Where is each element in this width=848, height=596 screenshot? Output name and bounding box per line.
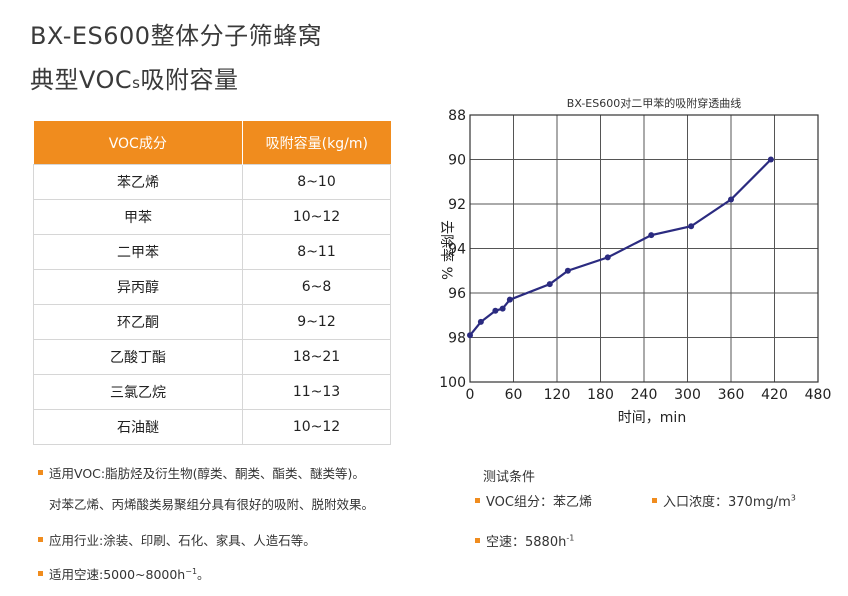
column-header-voc: VOC成分	[33, 121, 244, 165]
data-point	[604, 254, 611, 261]
test-conditions-title: 测试条件	[483, 470, 536, 485]
condition-speed-text: 空速：5880h	[486, 535, 567, 550]
data-point	[546, 281, 553, 288]
x-axis-label: 时间，min	[618, 410, 686, 426]
table-row: 二甲苯 8~11	[32, 234, 391, 270]
note-text: 适用空速:5000~8000h	[49, 567, 186, 582]
x-tick-label: 480	[805, 387, 832, 403]
data-point	[767, 156, 774, 163]
condition-voc: VOC组分：苯乙烯	[475, 491, 592, 510]
condition-inlet-sup: 3	[790, 493, 796, 503]
capacity-cell: 10~12	[242, 199, 391, 235]
chart-title: BX-ES600对二甲苯的吸附穿透曲线	[567, 96, 741, 110]
voc-name-cell: 甲苯	[32, 199, 244, 235]
table-row: 乙酸丁酯 18~21	[32, 339, 391, 375]
note-applicable-voc: 适用VOC:脂肪烃及衍生物(醇类、酮类、酯类、醚类等)。	[38, 463, 365, 482]
series-line	[469, 158, 772, 336]
page-subtitle: 典型VOCs吸附容量	[30, 60, 238, 95]
note-space-velocity: 适用空速:5000~8000h−1。	[38, 564, 210, 583]
x-tick-label: 360	[718, 387, 745, 403]
bullet-icon	[38, 470, 43, 475]
voc-name-cell: 二甲苯	[32, 234, 244, 270]
x-tick-label: 420	[761, 387, 788, 403]
note-text: 适用VOC:脂肪烃及衍生物(醇类、酮类、酯类、醚类等)。	[49, 466, 365, 481]
condition-speed: 空速：5880h-1	[475, 531, 574, 550]
data-point	[499, 305, 506, 312]
y-tick-label: 94	[448, 242, 466, 258]
capacity-cell: 9~12	[242, 304, 391, 340]
y-tick-label: 92	[448, 197, 466, 213]
table-row: 异丙醇 6~8	[32, 269, 391, 305]
data-point	[728, 196, 734, 203]
breakthrough-chart: BX-ES600对二甲苯的吸附穿透曲线 0 60 120 180 240 300 360 42…	[438, 96, 831, 426]
y-tick-label: 98	[448, 331, 466, 347]
x-tick-label: 180	[587, 387, 614, 403]
condition-inlet-text: 入口浓度：370mg/m	[663, 495, 791, 510]
bullet-icon	[38, 571, 43, 576]
x-tick-label: 120	[544, 387, 571, 403]
capacity-cell: 8~10	[242, 164, 391, 200]
condition-speed-sup: -1	[566, 533, 575, 543]
y-tick-label: 96	[448, 286, 466, 302]
bullet-icon	[652, 498, 657, 503]
y-tick-label: 100	[439, 375, 466, 391]
note-text-end: 。	[197, 567, 210, 582]
capacity-cell: 6~8	[242, 269, 391, 305]
capacity-cell: 8~11	[242, 234, 391, 270]
capacity-cell: 10~12	[242, 409, 391, 445]
voc-name-cell: 异丙醇	[32, 269, 244, 305]
subtitle-part-a: 典型VOC	[30, 66, 133, 94]
bullet-icon	[475, 498, 480, 503]
page-title: BX-ES600整体分子筛蜂窝	[30, 22, 323, 50]
note-polymer-effect: 对苯乙烯、丙烯酸类易聚组分具有很好的吸附、脱附效果。	[49, 497, 375, 512]
y-axis-label: 去除率 %	[438, 220, 455, 280]
chart-ticks: 0 60 120 180 240 300 360 420 480 88 90 92 94 96 98 100	[439, 108, 831, 403]
x-tick-label: 300	[674, 387, 701, 403]
voc-name-cell: 石油醚	[32, 409, 244, 445]
data-point	[477, 318, 484, 325]
condition-inlet: 入口浓度：370mg/m3	[652, 491, 796, 510]
table-row: 石油醚 10~12	[32, 409, 391, 445]
voc-capacity-table: VOC成分 吸附容量(kg/m) 苯乙烯 8~10 甲苯 10~12 二甲苯 8~11 异丙…	[32, 121, 391, 445]
bullet-icon	[475, 538, 480, 543]
column-header-capacity: 吸附容量(kg/m)	[242, 121, 391, 165]
data-point	[492, 307, 499, 314]
plot-frame	[469, 114, 819, 383]
chart-series	[467, 156, 774, 339]
data-point	[506, 296, 513, 303]
data-point	[564, 267, 571, 274]
voc-name-cell: 三氯乙烷	[32, 374, 244, 410]
table-row: 三氯乙烷 11~13	[32, 374, 391, 410]
subtitle-suffix: s	[132, 74, 141, 92]
bullet-icon	[38, 537, 43, 542]
subtitle-part-b: 吸附容量	[140, 66, 239, 94]
data-point	[688, 223, 695, 230]
voc-name-cell: 环乙酮	[32, 304, 244, 340]
data-point	[648, 232, 655, 239]
note-superscript: −1	[185, 566, 198, 576]
note-industries: 应用行业:涂装、印刷、石化、家具、人造石等。	[38, 530, 316, 549]
y-tick-label: 88	[448, 108, 466, 124]
chart-grid	[469, 114, 819, 383]
table-row: 甲苯 10~12	[32, 199, 391, 235]
x-tick-label: 0	[466, 387, 475, 403]
table-header-row: VOC成分 吸附容量(kg/m)	[33, 121, 391, 165]
data-point	[467, 332, 473, 339]
x-tick-label: 240	[631, 387, 658, 403]
capacity-cell: 11~13	[242, 374, 391, 410]
y-tick-label: 90	[448, 153, 466, 169]
voc-name-cell: 苯乙烯	[32, 164, 244, 200]
condition-voc-text: VOC组分：苯乙烯	[486, 495, 592, 510]
voc-name-cell: 乙酸丁酯	[32, 339, 244, 375]
table-row: 环乙酮 9~12	[32, 304, 391, 340]
capacity-cell: 18~21	[242, 339, 391, 375]
note-text: 应用行业:涂装、印刷、石化、家具、人造石等。	[49, 533, 316, 548]
table-row: 苯乙烯 8~10	[32, 164, 391, 200]
x-tick-label: 60	[505, 387, 523, 403]
